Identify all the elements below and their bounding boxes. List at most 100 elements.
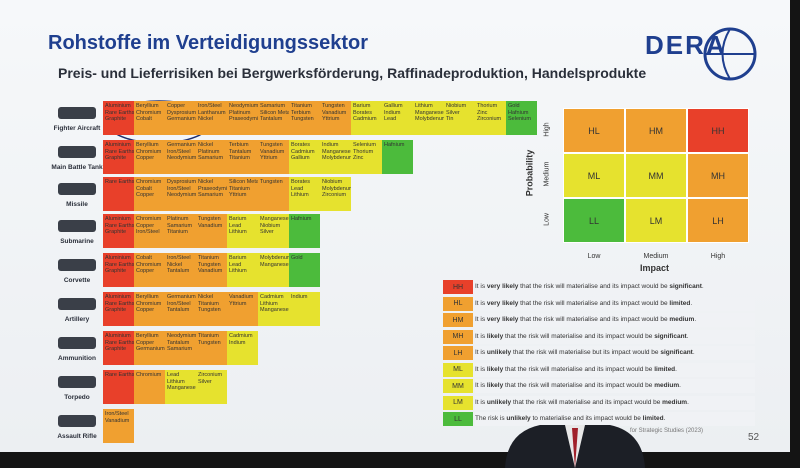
- material-name: Tungsten: [322, 103, 345, 109]
- legend-code: HL: [443, 296, 473, 311]
- material-name: Iron/Steel: [136, 229, 160, 236]
- matrix-cell: HM: [625, 108, 687, 153]
- legend-text-part: .: [701, 283, 704, 290]
- material-name: Yttrium: [229, 300, 247, 307]
- legend-text-part: .: [687, 398, 689, 406]
- system-label: Torpedo: [64, 394, 90, 401]
- material-cell: Beryllium Chromium Copper: [134, 140, 165, 174]
- material-name: Borates: [291, 179, 310, 185]
- legend-text: It is likely that the risk will material…: [475, 379, 755, 393]
- material-name: Tungsten: [260, 142, 283, 148]
- material-name: Silver: [260, 229, 274, 236]
- legend-text-part: It is: [475, 316, 487, 323]
- material-name: Nickel: [198, 179, 213, 185]
- material-cell: Cadmium Indium: [227, 331, 258, 365]
- legend-text-part: likely: [486, 332, 504, 340]
- legend-text: It is very likely that the risk will mat…: [475, 296, 755, 311]
- legend-text-part: .: [663, 415, 666, 422]
- material-name: Chromium: [136, 216, 162, 222]
- material-cell: Germanium Iron/Steel Neodymium: [165, 140, 196, 174]
- material-name: Titanium: [229, 155, 250, 162]
- legend-text-part: .: [679, 382, 681, 389]
- legend-text-part: that the risk will materialise and its i…: [518, 299, 670, 307]
- row-label: Medium: [543, 161, 551, 187]
- legend-code: ML: [443, 362, 473, 377]
- material-name: Yttrium: [260, 155, 278, 162]
- logo-globe: [703, 27, 757, 81]
- material-name: Silicon Metal: [229, 179, 258, 185]
- material-name: Chromium: [136, 109, 162, 116]
- material-name: Tungsten: [198, 307, 221, 314]
- material-name: Tantalum: [229, 148, 252, 155]
- material-name: Silicon Metal: [260, 109, 289, 116]
- material-name: Iron/Steel: [198, 103, 222, 109]
- material-name: Germanium: [167, 142, 196, 148]
- material-name: Manganese: [260, 261, 289, 268]
- material-name: Copper: [167, 103, 186, 109]
- legend-text: It is likely that the risk will material…: [475, 362, 755, 377]
- system-label: Submarine: [60, 238, 94, 245]
- legend-text-part: It is: [475, 283, 487, 290]
- material-name: Cadmium: [229, 333, 253, 339]
- material-name: Tungsten: [198, 261, 221, 268]
- material-name: Silver: [198, 378, 212, 385]
- system-label: Missile: [66, 201, 88, 208]
- material-name: Iron/Steel: [167, 255, 191, 261]
- material-name: Vanadium: [322, 109, 347, 116]
- material-name: Yttrium: [322, 116, 340, 123]
- material-name: Yttrium: [229, 192, 247, 199]
- legend-text-part: limited: [669, 299, 691, 307]
- legend-code: HH: [443, 280, 473, 294]
- material-name: Graphite: [105, 116, 127, 123]
- material-name: Aluminium: [105, 103, 131, 109]
- matrix-cell: MM: [625, 153, 687, 198]
- material-name: Beryllium: [136, 103, 159, 109]
- material-name: Titanium: [198, 333, 219, 339]
- subtitle: Preis- und Lieferrisiken bei Bergwerksfö…: [58, 65, 647, 81]
- material-cell: Beryllium Chromium Cobalt: [134, 101, 165, 135]
- legend-text-part: very likely: [486, 283, 519, 290]
- material-name: Cadmium: [260, 294, 284, 300]
- material-name: Iron/Steel: [167, 300, 191, 307]
- matrix-cell: HL: [563, 108, 625, 153]
- material-name: Rare Earths: [105, 179, 134, 185]
- material-name: Manganese: [322, 148, 351, 155]
- material-name: Chromium: [136, 148, 162, 155]
- material-name: Aluminium: [105, 333, 131, 339]
- material-name: Silver: [446, 109, 460, 116]
- material-cell: Nickel Titanium Tungsten: [196, 292, 227, 326]
- material-cell: Molybdenum Manganese: [258, 253, 289, 287]
- material-name: Germanium: [167, 294, 196, 300]
- material-cell: Thorium Zinc Zirconium: [475, 101, 506, 135]
- material-name: Tin: [446, 116, 454, 123]
- material-name: Borates: [291, 142, 310, 148]
- material-name: Barium: [353, 103, 371, 109]
- material-name: Samarium: [167, 222, 193, 229]
- material-cell: Gold: [289, 253, 320, 287]
- material-cell: Terbium Tantalum Titanium: [227, 140, 258, 174]
- material-name: Indium: [384, 109, 401, 116]
- material-name: Platinum: [167, 216, 189, 222]
- material-name: Neodymium: [229, 103, 258, 109]
- legend-text-part: that the risk will materialise but its i…: [511, 349, 661, 356]
- material-cell: Neodymium Tantalum Samarium: [165, 331, 196, 365]
- material-name: Nickel: [198, 116, 213, 123]
- material-name: Lead: [291, 185, 304, 192]
- title: Rohstoffe im Verteidigungssektor: [48, 32, 369, 54]
- material-name: Copper: [136, 268, 155, 275]
- material-name: Vanadium: [260, 148, 285, 155]
- material-cell: Silicon Metal Titanium Yttrium: [227, 177, 258, 211]
- legend-text: It is unlikely that the risk will materi…: [475, 395, 755, 410]
- legend-code: LH: [443, 346, 473, 360]
- material-cell: Aluminium Rare Earths Graphite: [103, 331, 134, 365]
- material-name: Borates: [353, 109, 372, 116]
- material-name: Terbium: [229, 142, 249, 148]
- material-name: Lead: [384, 116, 397, 123]
- material-cell: Rare Earths: [103, 177, 134, 211]
- material-name: Manganese: [260, 307, 289, 314]
- material-name: Cadmium: [353, 116, 377, 123]
- matrix-cell: LM: [625, 198, 687, 243]
- legend-text-part: significant: [660, 349, 693, 356]
- system-label: Artillery: [64, 316, 90, 323]
